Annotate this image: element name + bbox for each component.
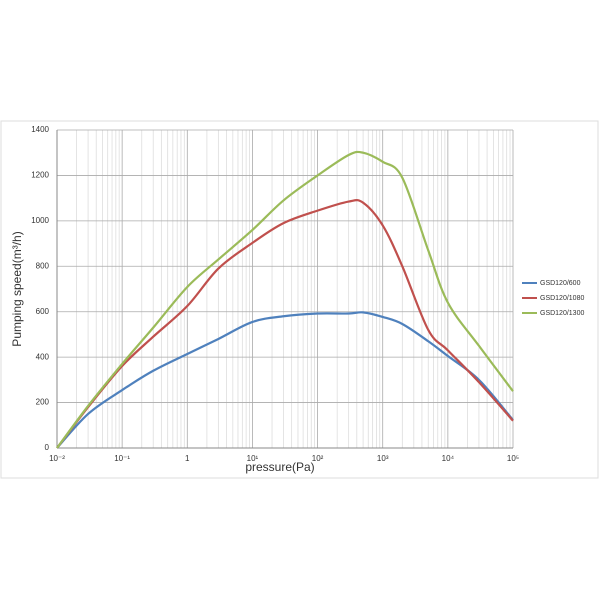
series-line — [56, 150, 514, 449]
series-line — [56, 311, 514, 449]
x-tick-label: 10⁵ — [507, 454, 519, 463]
legend-label: GSD120/600 — [540, 280, 581, 287]
y-tick-label: 400 — [36, 352, 50, 361]
x-tick-label: 10² — [312, 454, 324, 463]
legend-label: GSD120/1300 — [540, 310, 584, 317]
y-tick-label: 1000 — [31, 216, 49, 225]
x-tick-label: 10³ — [377, 454, 389, 463]
y-tick-label: 800 — [36, 261, 50, 270]
x-tick-label: 10⁻² — [49, 454, 65, 463]
x-tick-label: 1 — [185, 454, 190, 463]
frame — [0, 120, 599, 479]
y-tick-label: 200 — [36, 398, 50, 407]
x-tick-label: 10⁴ — [442, 454, 455, 463]
series-line — [56, 199, 514, 449]
y-tick-label: 600 — [36, 307, 50, 316]
y-tick-label: 1400 — [31, 125, 49, 134]
y-tick-label: 0 — [45, 443, 50, 452]
y-axis-label: Pumping speed(m³/h) — [10, 231, 24, 346]
x-axis-label: pressure(Pa) — [245, 460, 314, 474]
y-tick-label: 1200 — [31, 171, 49, 180]
x-tick-label: 10⁻¹ — [114, 454, 130, 463]
x-tick-label: 10¹ — [247, 454, 259, 463]
legend-label: GSD120/1080 — [540, 295, 584, 302]
